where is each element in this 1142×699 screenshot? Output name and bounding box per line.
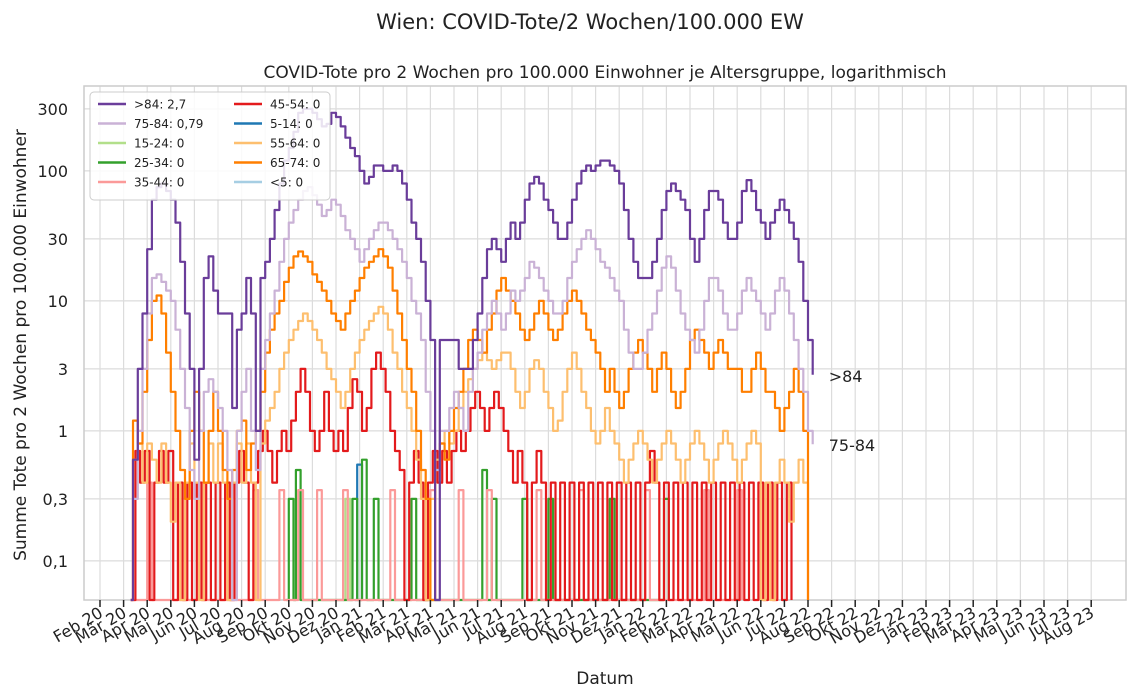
y-axis-label: Summe Tote pro 2 Wochen pro 100.000 Einw… [11,129,31,561]
legend-entry: 25-34: 0 [134,156,184,170]
legend-entry: 5-14: 0 [270,117,313,131]
legend-entry: <5: 0 [270,176,303,190]
series-line-55-64 [130,305,810,602]
y-tick-label: 0,3 [43,490,68,509]
series-layer [130,107,814,602]
y-tick-label: 1 [58,422,68,441]
x-axis-label: Datum [576,669,634,689]
chart-suptitle: Wien: COVID-Tote/2 Wochen/100.000 EW [376,10,804,34]
y-tick-label: 3 [58,360,68,379]
legend-box [89,91,331,201]
series-end-label: 75-84 [829,436,876,455]
legend-entry: 35-44: 0 [134,176,184,190]
end-labels: >84 75-84 [829,367,876,455]
series-line-45-54 [130,351,793,602]
y-tick-label: 0,1 [43,552,68,571]
legend-entry: 55-64: 0 [270,137,320,151]
legend-entry: 75-84: 0,79 [134,117,203,131]
legend-entry: 65-74: 0 [270,156,320,170]
chart-title: COVID-Tote pro 2 Wochen pro 100.000 Einw… [263,63,946,83]
y-tick-label: 300 [37,100,68,119]
series-line-84 [130,107,814,602]
y-tick-label: 30 [48,230,68,249]
y-tick-label: 10 [48,292,68,311]
y-tick-label: 100 [37,162,68,181]
legend: >84: 2,7 75-84: 0,79 15-24: 0 25-34: 0 35-44… [89,91,331,201]
series-end-label: >84 [829,367,863,386]
legend-entry: 45-54: 0 [270,98,320,112]
legend-entry: 15-24: 0 [134,137,184,151]
legend-entry: >84: 2,7 [134,98,186,112]
y-axis-ticks: 0,1 0,3 1 3 10 30 100 300 [37,100,68,571]
series-line-75-84 [130,186,814,602]
series-line-35-44 [130,481,743,602]
